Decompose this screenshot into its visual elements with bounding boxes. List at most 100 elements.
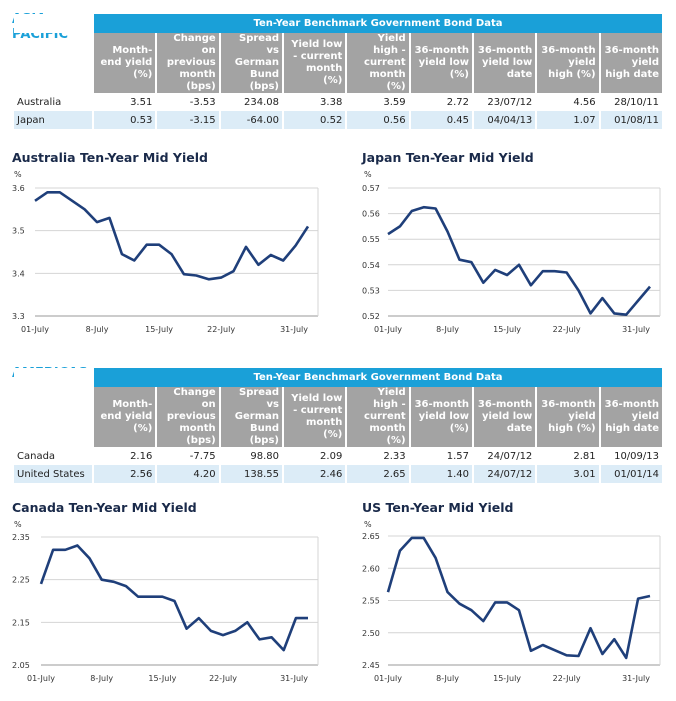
y-tick-label: 2.60	[362, 564, 380, 573]
row-label: Australia	[17, 96, 62, 108]
chart-title: Canada Ten-Year Mid Yield	[12, 500, 197, 515]
cell: 23/07/12	[487, 96, 533, 108]
table-row: Canada 2.16 -7.75 98.80 2.09 2.33 1.57 24/07/12…	[14, 447, 662, 465]
column-header: Month-end yield (%)	[94, 387, 156, 447]
spacer	[14, 14, 92, 33]
spacer	[14, 368, 92, 387]
x-tick-label: 01-July	[374, 674, 402, 683]
column-header: 36-month yield high date	[600, 33, 662, 93]
cell: 04/04/13	[473, 111, 536, 129]
x-tick-label: 01-July	[27, 674, 55, 683]
table-title: Ten-Year Benchmark Government Bond Data	[94, 368, 662, 387]
header-row: Month-end yield (%) Change on previous mo…	[14, 33, 662, 93]
y-unit: %	[14, 170, 22, 179]
cell: 0.52	[283, 111, 346, 129]
row-label: Japan	[14, 111, 92, 129]
y-tick-label: 2.50	[362, 629, 380, 638]
cell: 2.65	[347, 465, 409, 483]
cell: 2.46	[283, 465, 346, 483]
cell: -7.75	[189, 450, 216, 462]
x-tick-label: 01-July	[374, 325, 402, 334]
cell: 0.56	[347, 111, 409, 129]
table-row: Japan 0.53 -3.15 -64.00 0.52 0.56 0.45 04/04/13…	[14, 111, 662, 129]
cell: 24/07/12	[473, 465, 536, 483]
spacer	[14, 387, 92, 447]
cell: -64.00	[220, 111, 282, 129]
cell: 2.56	[94, 465, 156, 483]
cell: -3.15	[157, 111, 219, 129]
chart-title: US Ten-Year Mid Yield	[362, 500, 514, 515]
y-tick-label: 0.53	[362, 286, 380, 295]
line	[386, 536, 651, 660]
y-tick-label: 3.3	[12, 312, 25, 321]
cell: 1.57	[446, 450, 469, 462]
cell: 2.72	[446, 96, 469, 108]
cell: 0.45	[410, 111, 472, 129]
cell: 3.59	[383, 96, 406, 108]
row-label: United States	[14, 465, 92, 483]
column-header: 36-month yield low (%)	[410, 387, 472, 447]
cell: 3.51	[130, 96, 153, 108]
cell: 98.80	[250, 450, 279, 462]
y-unit: %	[14, 520, 22, 529]
y-unit: %	[364, 520, 372, 529]
cell: 1.40	[410, 465, 472, 483]
line	[387, 205, 651, 316]
y-unit: %	[364, 170, 372, 179]
line	[39, 544, 308, 652]
column-header: 36-month yield high (%)	[537, 33, 599, 93]
y-tick-label: 0.56	[362, 210, 380, 219]
x-tick-label: 15-July	[493, 674, 521, 683]
x-tick-label: 31-July	[622, 325, 650, 334]
band-row: Ten-Year Benchmark Government Bond Data	[14, 368, 662, 387]
y-tick-label: 2.15	[12, 618, 30, 627]
x-tick-label: 22-July	[553, 674, 581, 683]
y-tick-label: 2.05	[12, 661, 30, 670]
y-tick-label: 0.52	[362, 312, 380, 321]
cell: 3.38	[320, 96, 343, 108]
column-header: 36-month yield high date	[600, 387, 662, 447]
band-row: Ten-Year Benchmark Government Bond Data	[14, 14, 662, 33]
column-header: Yield low - current month (%)	[283, 33, 346, 93]
y-tick-label: 0.57	[362, 184, 380, 193]
column-header: Yield low - current month (%)	[283, 387, 346, 447]
column-header: 36-month yield low date	[473, 387, 536, 447]
y-tick-label: 2.65	[362, 532, 380, 541]
x-tick-label: 22-July	[553, 325, 581, 334]
y-tick-label: 2.55	[362, 597, 380, 606]
column-header: Spread vs German Bund (bps)	[220, 387, 282, 447]
cell: 28/10/11	[614, 96, 659, 108]
header-row: Month-end yield (%) Change on previous mo…	[14, 387, 662, 447]
cell: 2.81	[573, 450, 596, 462]
y-tick-label: 0.54	[362, 261, 380, 270]
cell: 01/08/11	[600, 111, 662, 129]
x-tick-label: 15-July	[145, 325, 173, 334]
cell: 24/07/12	[487, 450, 533, 462]
line	[34, 191, 310, 281]
bond-table: Ten-Year Benchmark Government Bond Data M…	[12, 14, 664, 129]
cell: 3.01	[537, 465, 599, 483]
spacer	[14, 33, 92, 93]
column-header: Change on previous month (bps)	[157, 387, 219, 447]
x-tick-label: 31-July	[280, 325, 308, 334]
y-tick-label: 3.5	[12, 227, 25, 236]
cell: 0.53	[94, 111, 156, 129]
y-tick-label: 0.55	[362, 235, 380, 244]
y-tick-label: 2.45	[362, 661, 380, 670]
cell: 2.09	[320, 450, 343, 462]
cell: -3.53	[189, 96, 216, 108]
cell: 2.33	[383, 450, 406, 462]
cell: 2.16	[130, 450, 153, 462]
y-tick-label: 2.35	[12, 533, 30, 542]
y-tick-label: 2.25	[12, 576, 30, 585]
chart-title: Japan Ten-Year Mid Yield	[361, 150, 534, 165]
table-row: Australia 3.51 -3.53 234.08 3.38 3.59 2.72 23/0…	[14, 93, 662, 111]
cell: 1.07	[537, 111, 599, 129]
x-tick-label: 8-July	[90, 674, 113, 683]
x-tick-label: 31-July	[280, 674, 308, 683]
table-row: United States 2.56 4.20 138.55 2.46 2.65 1.40 2…	[14, 465, 662, 483]
column-header: 36-month yield high (%)	[537, 387, 599, 447]
x-tick-label: 8-July	[436, 325, 459, 334]
bond-table: Ten-Year Benchmark Government Bond Data M…	[12, 368, 664, 483]
